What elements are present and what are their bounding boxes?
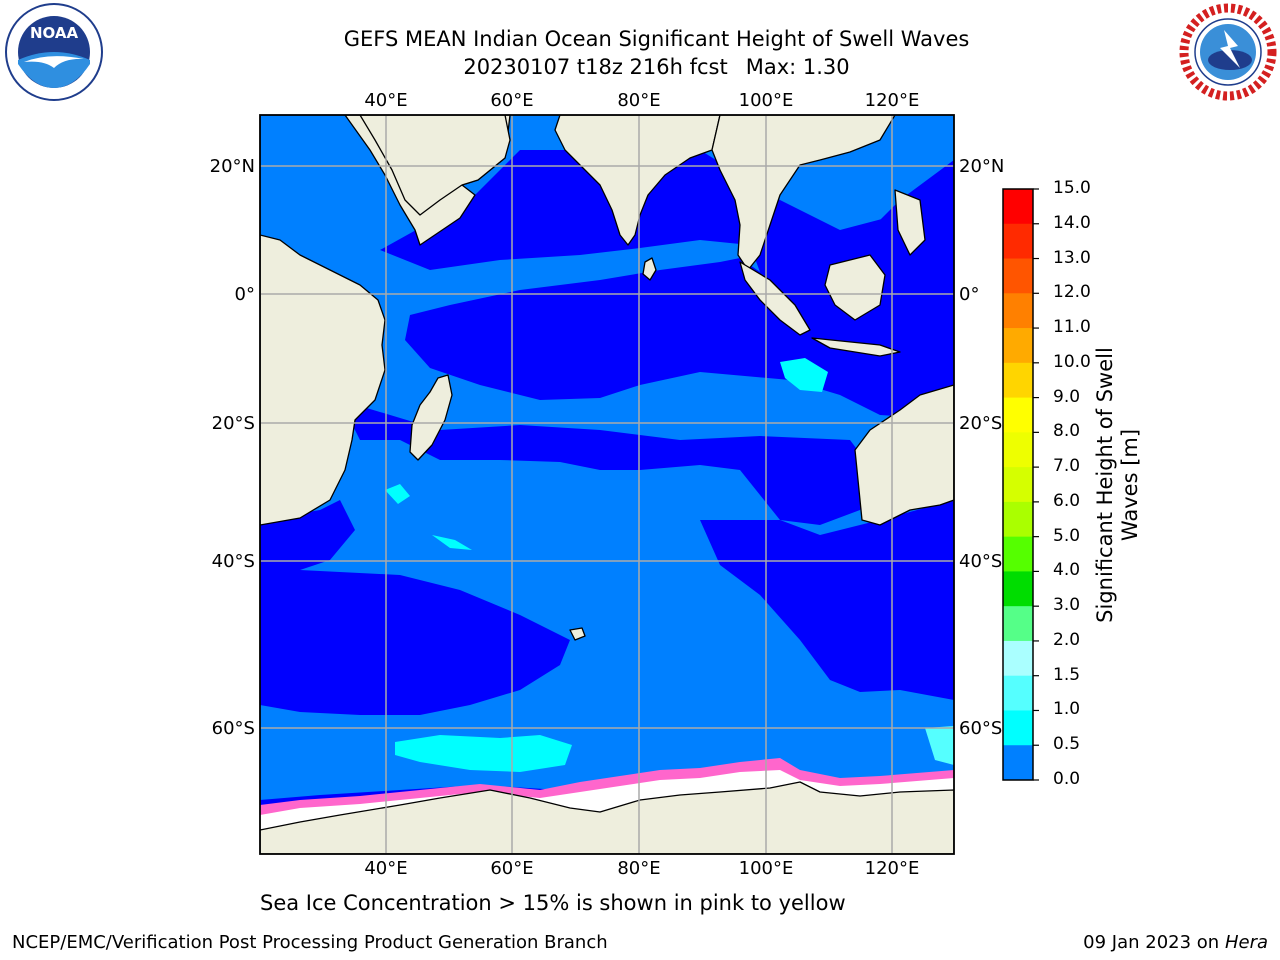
colorbar-segment	[1003, 432, 1033, 468]
lat-tick-left: 60°S	[212, 718, 255, 739]
footer-host: Hera	[1224, 932, 1268, 953]
colorbar-tick-label: 7.0	[1053, 456, 1081, 477]
lat-tick-right: 20°N	[959, 156, 1004, 177]
land-arabia	[359, 115, 511, 216]
lat-tick-left: 0°	[235, 284, 255, 305]
sea-ice-caption: Sea Ice Concentration > 15% is shown in …	[260, 891, 846, 915]
land-india	[554, 115, 721, 246]
colorbar-segment	[1003, 362, 1033, 399]
colorbar-tick-label: 0.0	[1053, 769, 1081, 789]
lat-tick-left: 40°S	[212, 551, 255, 572]
colorbar-segment	[1003, 536, 1033, 572]
graticule	[260, 115, 954, 854]
lon-tick-bottom: 100°E	[739, 858, 794, 879]
swell-band-high-patch	[432, 535, 472, 550]
land-madagascar	[409, 374, 453, 461]
lon-tick-bottom: 80°E	[617, 858, 660, 879]
colorbar-segment	[1003, 223, 1033, 260]
map-frame	[259, 114, 955, 855]
footer-date: 09 Jan 2023 on Hera	[1083, 932, 1268, 953]
colorbar-segment	[1003, 571, 1033, 607]
colorbar	[1003, 188, 1039, 781]
footer-date-text: 09 Jan 2023 on	[1083, 932, 1220, 953]
colorbar-tick-label: 5.0	[1053, 525, 1081, 546]
colorbar-title: Significant Height of Swell Waves [m]	[1093, 347, 1142, 623]
lon-tick-top: 100°E	[739, 90, 794, 111]
lat-tick-right: 60°S	[959, 718, 1002, 739]
colorbar-tick-label: 8.0	[1053, 421, 1081, 442]
colorbar-tick-label: 1.5	[1053, 664, 1081, 685]
land-borneo	[824, 254, 886, 321]
lon-tick-top: 60°E	[490, 90, 533, 111]
lon-tick-bottom: 120°E	[865, 858, 920, 879]
noaa-logo-icon: NOAA	[5, 3, 103, 101]
lat-tick-left: 20°N	[210, 156, 255, 177]
lat-tick-left: 20°S	[212, 413, 255, 434]
land-sri-lanka	[642, 257, 657, 281]
colorbar-segment	[1003, 745, 1033, 781]
lat-tick-right: 40°S	[959, 551, 1002, 572]
colorbar-tick-label: 6.0	[1053, 490, 1081, 511]
swell-band-low-mid	[340, 400, 880, 525]
swell-band-high-west	[395, 735, 572, 772]
colorbar-tick-label: 10.0	[1053, 351, 1091, 372]
lon-tick-top: 80°E	[617, 90, 660, 111]
colorbar-tick-label: 4.0	[1053, 560, 1081, 581]
colorbar-segment	[1003, 501, 1033, 538]
land-java	[811, 337, 901, 357]
colorbar-segment	[1003, 293, 1033, 329]
land-kerguelen	[569, 627, 586, 641]
lon-tick-bottom: 40°E	[364, 858, 407, 879]
colorbar-tick-label: 2.0	[1053, 629, 1081, 650]
land-sumatra	[739, 261, 811, 336]
nws-logo-icon	[1179, 3, 1277, 101]
map-subtitle: 20230107 t18z 216h fcst Max: 1.30	[200, 55, 1113, 79]
land-philippines	[894, 189, 926, 256]
colorbar-tick-label: 3.0	[1053, 595, 1081, 616]
colorbar-segment	[1003, 189, 1033, 225]
colorbar-tick-label: 9.0	[1053, 386, 1081, 407]
lat-tick-right: 0°	[959, 284, 979, 305]
noaa-logo-text: NOAA	[30, 24, 79, 42]
map-title: GEFS MEAN Indian Ocean Significant Heigh…	[343, 27, 970, 51]
colorbar-frame	[1002, 188, 1034, 781]
swell-band-low-north	[380, 150, 954, 420]
lon-tick-top: 40°E	[364, 90, 407, 111]
lon-tick-bottom: 60°E	[490, 858, 533, 879]
land-southeast-asia	[711, 115, 896, 271]
colorbar-segment	[1003, 606, 1033, 642]
colorbar-tick-label: 13.0	[1053, 247, 1091, 268]
colorbar-segment	[1003, 467, 1033, 503]
map-area	[260, 115, 954, 854]
colorbar-tick-label: 1.0	[1053, 699, 1081, 720]
forecast-time: 20230107 t18z 216h fcst	[463, 55, 728, 79]
colorbar-tick-label: 14.0	[1053, 212, 1091, 233]
max-value: Max: 1.30	[745, 55, 850, 79]
colorbar-segment	[1003, 710, 1033, 746]
swell-band-low-southwest	[260, 500, 570, 715]
colorbar-segment	[1003, 640, 1033, 677]
swell-band-high-east	[925, 726, 954, 765]
colorbar-tick-label: 0.5	[1053, 734, 1081, 755]
land-antarctica	[260, 781, 954, 854]
swell-band-low-southeast	[700, 500, 954, 700]
footer-credit: NCEP/EMC/Verification Post Processing Pr…	[12, 932, 608, 953]
colorbar-tick-label: 11.0	[1053, 317, 1091, 338]
colorbar-tick-label: 12.0	[1053, 282, 1091, 303]
colorbar-segment	[1003, 258, 1033, 294]
colorbar-tick-label: 15.0	[1053, 178, 1091, 198]
swell-band-high-patch	[385, 484, 410, 504]
lat-tick-right: 20°S	[959, 413, 1002, 434]
lon-tick-top: 120°E	[865, 90, 920, 111]
colorbar-segment	[1003, 397, 1033, 433]
colorbar-segment	[1003, 675, 1033, 711]
colorbar-segment	[1003, 328, 1033, 364]
swell-band-high-central	[780, 358, 828, 392]
land-australia	[854, 384, 954, 526]
